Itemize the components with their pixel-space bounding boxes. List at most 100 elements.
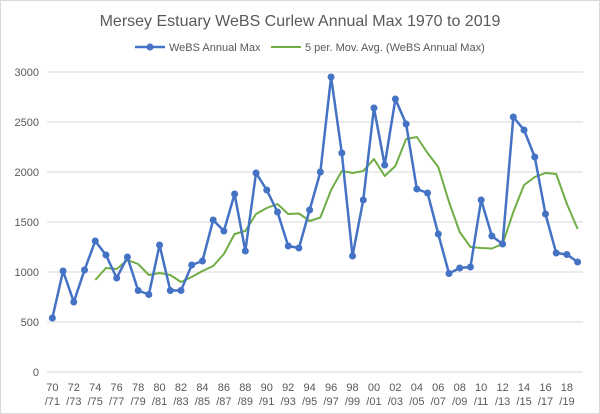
x-tick-label-sub: /13 (495, 396, 510, 408)
x-tick-label-sub: /91 (259, 396, 274, 408)
x-tick-label-sub: /99 (345, 396, 360, 408)
x-tick-label-sub: /85 (195, 396, 210, 408)
data-point-webs-annual-max (499, 240, 507, 248)
x-tick-label-sub: /95 (302, 396, 317, 408)
data-point-webs-annual-max (188, 261, 196, 269)
series-layer (48, 73, 582, 322)
x-tick-label-sub: /17 (538, 396, 553, 408)
data-point-webs-annual-max (466, 263, 474, 271)
data-point-webs-annual-max (134, 287, 142, 294)
data-point-webs-annual-max (220, 227, 228, 235)
data-point-webs-annual-max (434, 230, 442, 238)
data-point-webs-annual-max (70, 298, 78, 306)
data-point-webs-annual-max (59, 267, 67, 275)
x-tick-label: 08 (454, 382, 466, 394)
x-tick-label: 10 (475, 382, 487, 394)
data-point-webs-annual-max (252, 169, 260, 177)
data-point-webs-annual-max (231, 190, 239, 198)
y-tick-label: 3000 (15, 67, 39, 79)
legend: WeBS Annual Max 5 per. Mov. Avg. (WeBS A… (135, 42, 485, 54)
x-tick-label: 92 (282, 382, 294, 394)
data-point-webs-annual-max (263, 186, 271, 194)
legend-item-webs-annual-max: WeBS Annual Max (135, 42, 261, 54)
data-point-webs-annual-max (295, 244, 303, 252)
data-point-webs-annual-max (413, 185, 421, 193)
x-tick-label: 72 (68, 382, 80, 394)
x-tick-label-sub: /01 (366, 396, 381, 408)
data-point-webs-annual-max (273, 208, 281, 216)
y-tick-label: 1000 (15, 267, 39, 279)
x-tick-label: 82 (175, 382, 187, 394)
data-point-webs-annual-max (166, 287, 174, 294)
data-point-webs-annual-max (91, 237, 99, 245)
x-tick-label-sub: /77 (109, 396, 124, 408)
legend-item-moving-average: 5 per. Mov. Avg. (WeBS Annual Max) (271, 42, 485, 54)
x-tick-label-sub: /79 (130, 396, 145, 408)
x-tick-label: 00 (368, 382, 380, 394)
x-tick-label-sub: /03 (388, 396, 403, 408)
data-point-webs-annual-max (145, 291, 153, 298)
data-point-webs-annual-max (359, 196, 367, 204)
data-point-webs-annual-max (327, 73, 335, 81)
x-tick-label-sub: /05 (409, 396, 424, 408)
data-point-webs-annual-max (113, 274, 121, 282)
data-point-webs-annual-max (541, 210, 549, 218)
data-point-webs-annual-max (477, 196, 485, 204)
series-line-webs-annual-max (51, 75, 579, 319)
data-point-webs-annual-max (338, 149, 346, 157)
data-point-webs-annual-max (424, 189, 432, 197)
data-point-webs-annual-max (370, 104, 378, 112)
x-tick-label-sub: /11 (474, 396, 488, 408)
x-tick-label: 98 (346, 382, 358, 394)
data-point-webs-annual-max (156, 241, 164, 249)
data-point-webs-annual-max (306, 206, 314, 214)
x-tick-label: 06 (432, 382, 444, 394)
x-tick-label: 84 (196, 382, 208, 394)
y-tick-label: 0 (33, 367, 39, 379)
data-point-webs-annual-max (456, 264, 464, 272)
x-axis-ticks: 70/71 72/73 74/75 76/77 78/79 80/81 82/83 84/85… (45, 382, 575, 408)
x-tick-label: 16 (539, 382, 551, 394)
x-tick-label-sub: /97 (323, 396, 338, 408)
data-point-webs-annual-max (209, 216, 217, 224)
data-point-webs-annual-max (48, 314, 56, 322)
data-point-webs-annual-max (177, 287, 185, 294)
x-tick-label: 80 (153, 382, 165, 394)
data-point-webs-annual-max (391, 95, 399, 103)
data-point-webs-annual-max (349, 252, 357, 260)
data-point-webs-annual-max (520, 126, 528, 134)
x-tick-label: 78 (132, 382, 144, 394)
data-point-webs-annual-max (509, 113, 517, 121)
y-tick-label: 2000 (15, 167, 39, 179)
x-tick-label-sub: /73 (66, 396, 81, 408)
x-tick-label-sub: /83 (173, 396, 188, 408)
x-tick-label-sub: /15 (516, 396, 531, 408)
x-tick-label: 76 (111, 382, 123, 394)
data-point-webs-annual-max (488, 232, 496, 240)
data-point-webs-annual-max (563, 251, 571, 258)
data-point-webs-annual-max (552, 249, 560, 257)
data-point-webs-annual-max (445, 270, 453, 277)
data-point-webs-annual-max (102, 251, 110, 259)
x-tick-label-sub: /19 (559, 396, 574, 408)
x-tick-label-sub: /07 (431, 396, 446, 408)
data-point-webs-annual-max (381, 161, 389, 169)
x-tick-label: 18 (561, 382, 573, 394)
data-point-webs-annual-max (284, 242, 292, 250)
data-point-webs-annual-max (81, 266, 89, 274)
data-point-webs-annual-max (123, 253, 131, 261)
x-tick-label-sub: /09 (452, 396, 467, 408)
x-tick-label: 96 (325, 382, 337, 394)
x-tick-label-sub: /81 (152, 396, 167, 408)
data-point-webs-annual-max (402, 120, 410, 128)
legend-label-webs-annual-max: WeBS Annual Max (169, 42, 261, 54)
gridlines (47, 71, 583, 373)
data-point-webs-annual-max (574, 258, 582, 266)
legend-marker-webs-annual-max (146, 43, 154, 51)
x-tick-label: 86 (218, 382, 230, 394)
x-tick-label: 02 (389, 382, 401, 394)
y-axis-ticks: 0 500 1000 1500 2000 2500 3000 (15, 67, 39, 379)
x-tick-label: 70 (46, 382, 58, 394)
x-tick-label-sub: /75 (88, 396, 103, 408)
